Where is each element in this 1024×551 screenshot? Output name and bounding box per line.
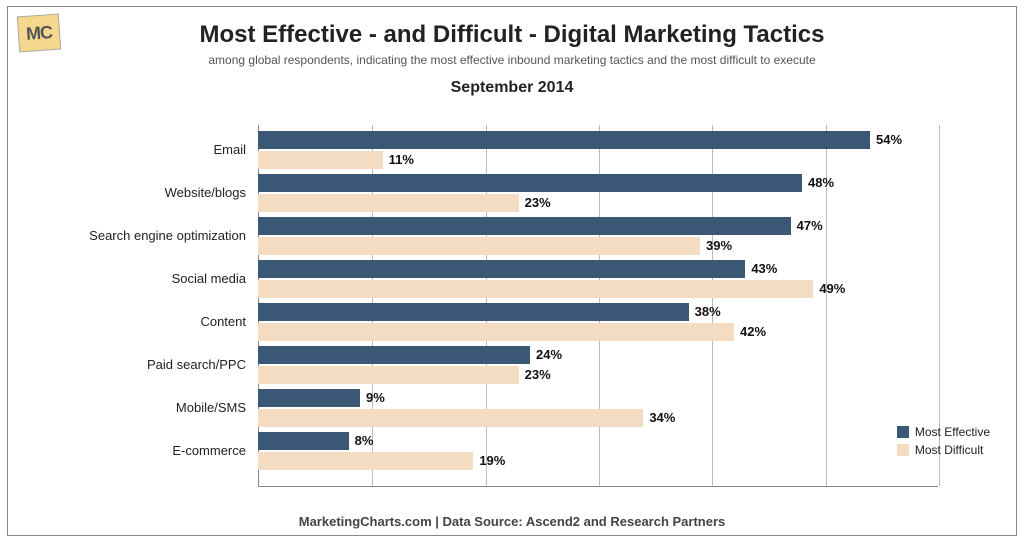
bar-value-effective: 24% [536, 346, 562, 364]
category-label: Website/blogs [66, 174, 246, 212]
bar-value-difficult: 19% [479, 452, 505, 470]
bar-effective [258, 260, 745, 278]
bar-value-difficult: 23% [525, 194, 551, 212]
bar-difficult [258, 280, 813, 298]
bar-difficult [258, 237, 700, 255]
legend-swatch [897, 426, 909, 438]
bar-effective [258, 131, 870, 149]
category-label: Paid search/PPC [66, 346, 246, 384]
bar-difficult [258, 151, 383, 169]
bar-value-difficult: 39% [706, 237, 732, 255]
bar-value-difficult: 42% [740, 323, 766, 341]
bar-value-difficult: 34% [649, 409, 675, 427]
bar-effective [258, 346, 530, 364]
bar-value-effective: 54% [876, 131, 902, 149]
bar-difficult [258, 366, 519, 384]
bar-value-difficult: 11% [389, 151, 414, 169]
legend: Most Effective Most Difficult [897, 425, 990, 461]
legend-label: Most Effective [915, 425, 990, 439]
bar-effective [258, 432, 349, 450]
chart-main-title: Most Effective - and Difficult - Digital… [8, 7, 1016, 49]
footer-attribution: MarketingCharts.com | Data Source: Ascen… [8, 514, 1016, 529]
bar-value-effective: 8% [355, 432, 374, 450]
bar-value-effective: 48% [808, 174, 834, 192]
legend-label: Most Difficult [915, 443, 983, 457]
chart-subtitle: among global respondents, indicating the… [8, 49, 1016, 67]
category-label: E-commerce [66, 432, 246, 470]
bar-effective [258, 389, 360, 407]
bar-value-effective: 38% [695, 303, 721, 321]
bar-value-difficult: 23% [525, 366, 551, 384]
chart-date-title: September 2014 [8, 67, 1016, 97]
bar-value-effective: 43% [751, 260, 777, 278]
category-label: Search engine optimization [66, 217, 246, 255]
chart-card: MC Most Effective - and Difficult - Digi… [7, 6, 1017, 536]
bar-value-difficult: 49% [819, 280, 845, 298]
bar-effective [258, 217, 791, 235]
category-label: Mobile/SMS [66, 389, 246, 427]
plot-region: Email54%11%Website/blogs48%23%Search eng… [88, 125, 938, 487]
legend-item: Most Difficult [897, 443, 990, 457]
bar-effective [258, 174, 802, 192]
category-label: Content [66, 303, 246, 341]
legend-item: Most Effective [897, 425, 990, 439]
bar-value-effective: 9% [366, 389, 385, 407]
category-label: Social media [66, 260, 246, 298]
category-label: Email [66, 131, 246, 169]
bar-effective [258, 303, 689, 321]
bar-difficult [258, 409, 643, 427]
bar-difficult [258, 194, 519, 212]
bar-value-effective: 47% [797, 217, 823, 235]
bar-difficult [258, 452, 473, 470]
legend-swatch [897, 444, 909, 456]
bar-difficult [258, 323, 734, 341]
brand-logo: MC [17, 14, 61, 53]
